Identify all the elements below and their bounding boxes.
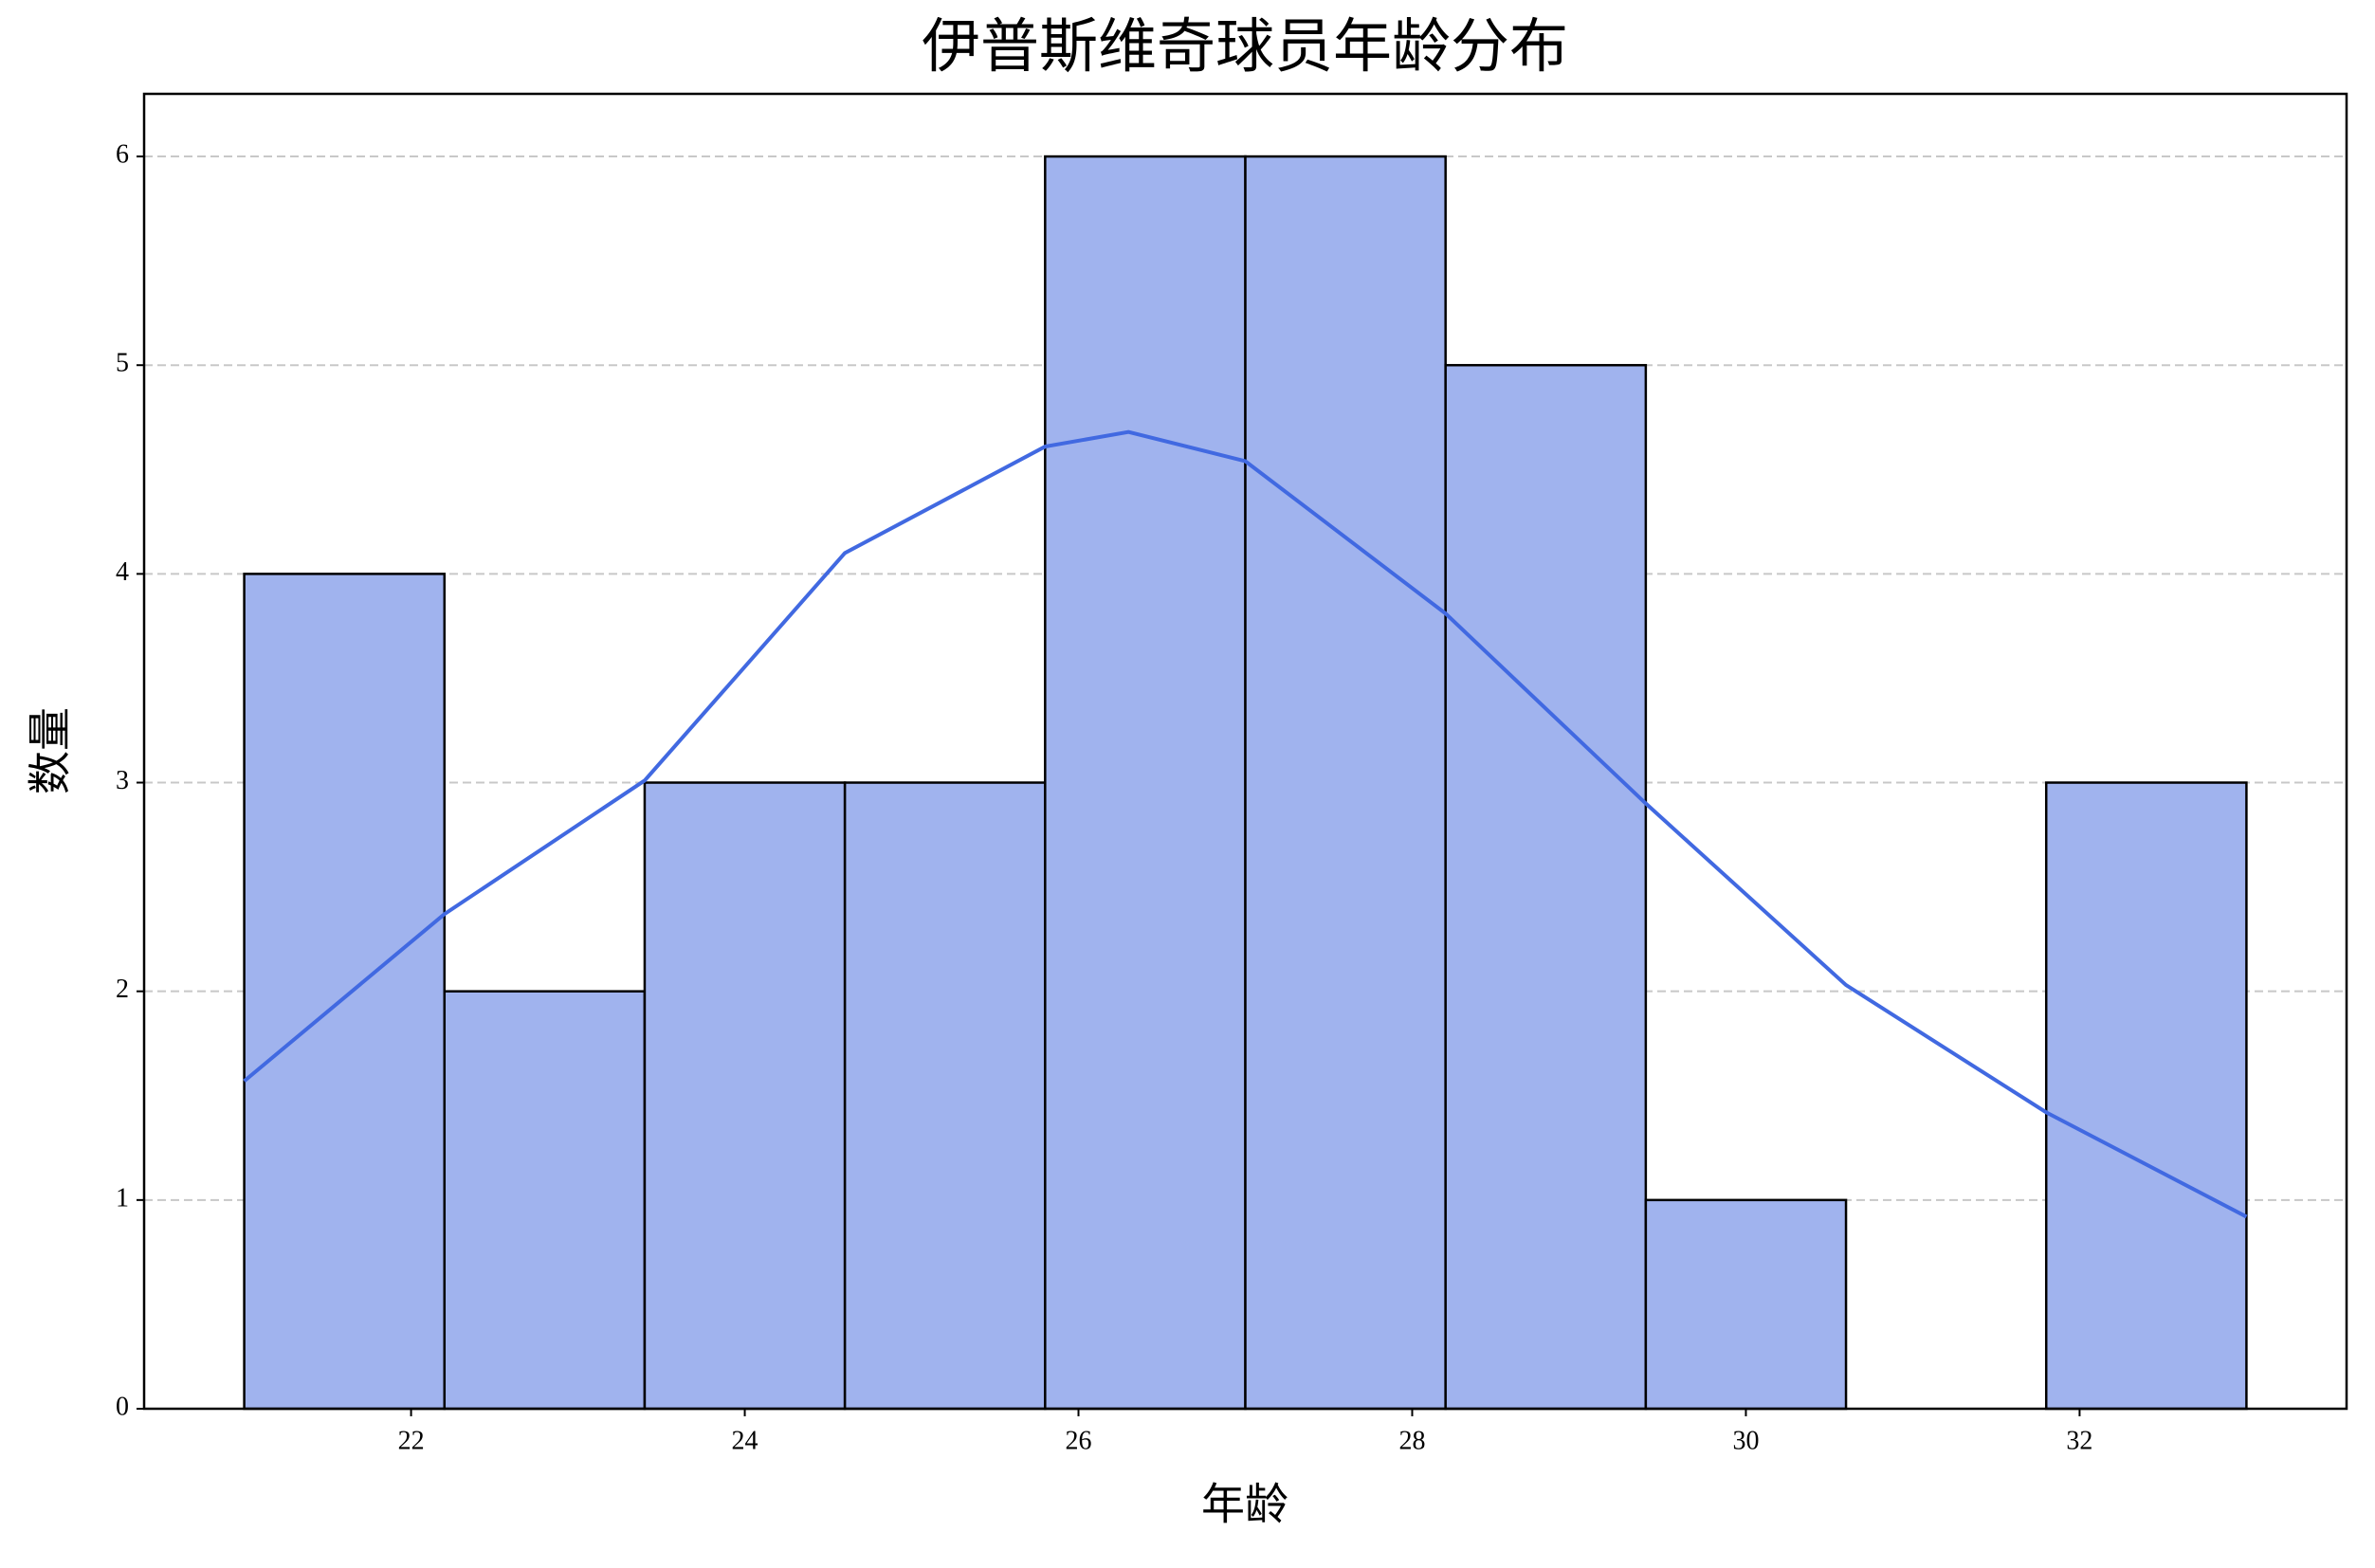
x-axis-label: 年龄 (1201, 1481, 1288, 1529)
bar (1244, 155, 1447, 1411)
y-axis-label: 数量 (27, 707, 75, 794)
y-tick-label: 2 (116, 975, 129, 1004)
bar (1444, 363, 1648, 1411)
y-tick-label: 5 (116, 349, 129, 378)
x-tick-label: 28 (1398, 1426, 1425, 1455)
bar (443, 990, 647, 1411)
bar (643, 781, 847, 1411)
x-tick-label: 24 (732, 1426, 758, 1455)
y-tick-label: 3 (116, 766, 129, 795)
bar (1044, 155, 1247, 1411)
bar (243, 573, 447, 1411)
chart-title: 伊普斯维奇球员年龄分布 (922, 15, 1568, 80)
y-tick-label: 0 (116, 1392, 129, 1421)
y-tick-label: 6 (116, 139, 129, 169)
x-tick-label: 26 (1066, 1426, 1092, 1455)
x-tick-label: 22 (398, 1426, 425, 1455)
kde-line (243, 429, 2248, 1219)
bar (843, 781, 1047, 1411)
y-tick-label: 4 (116, 557, 129, 587)
y-tick-label: 1 (116, 1183, 129, 1212)
bar (2044, 781, 2248, 1411)
bar (1644, 1198, 1848, 1411)
x-tick-label: 32 (2066, 1426, 2092, 1455)
plot-frame (142, 92, 2348, 1411)
x-tick-label: 30 (1732, 1426, 1759, 1455)
